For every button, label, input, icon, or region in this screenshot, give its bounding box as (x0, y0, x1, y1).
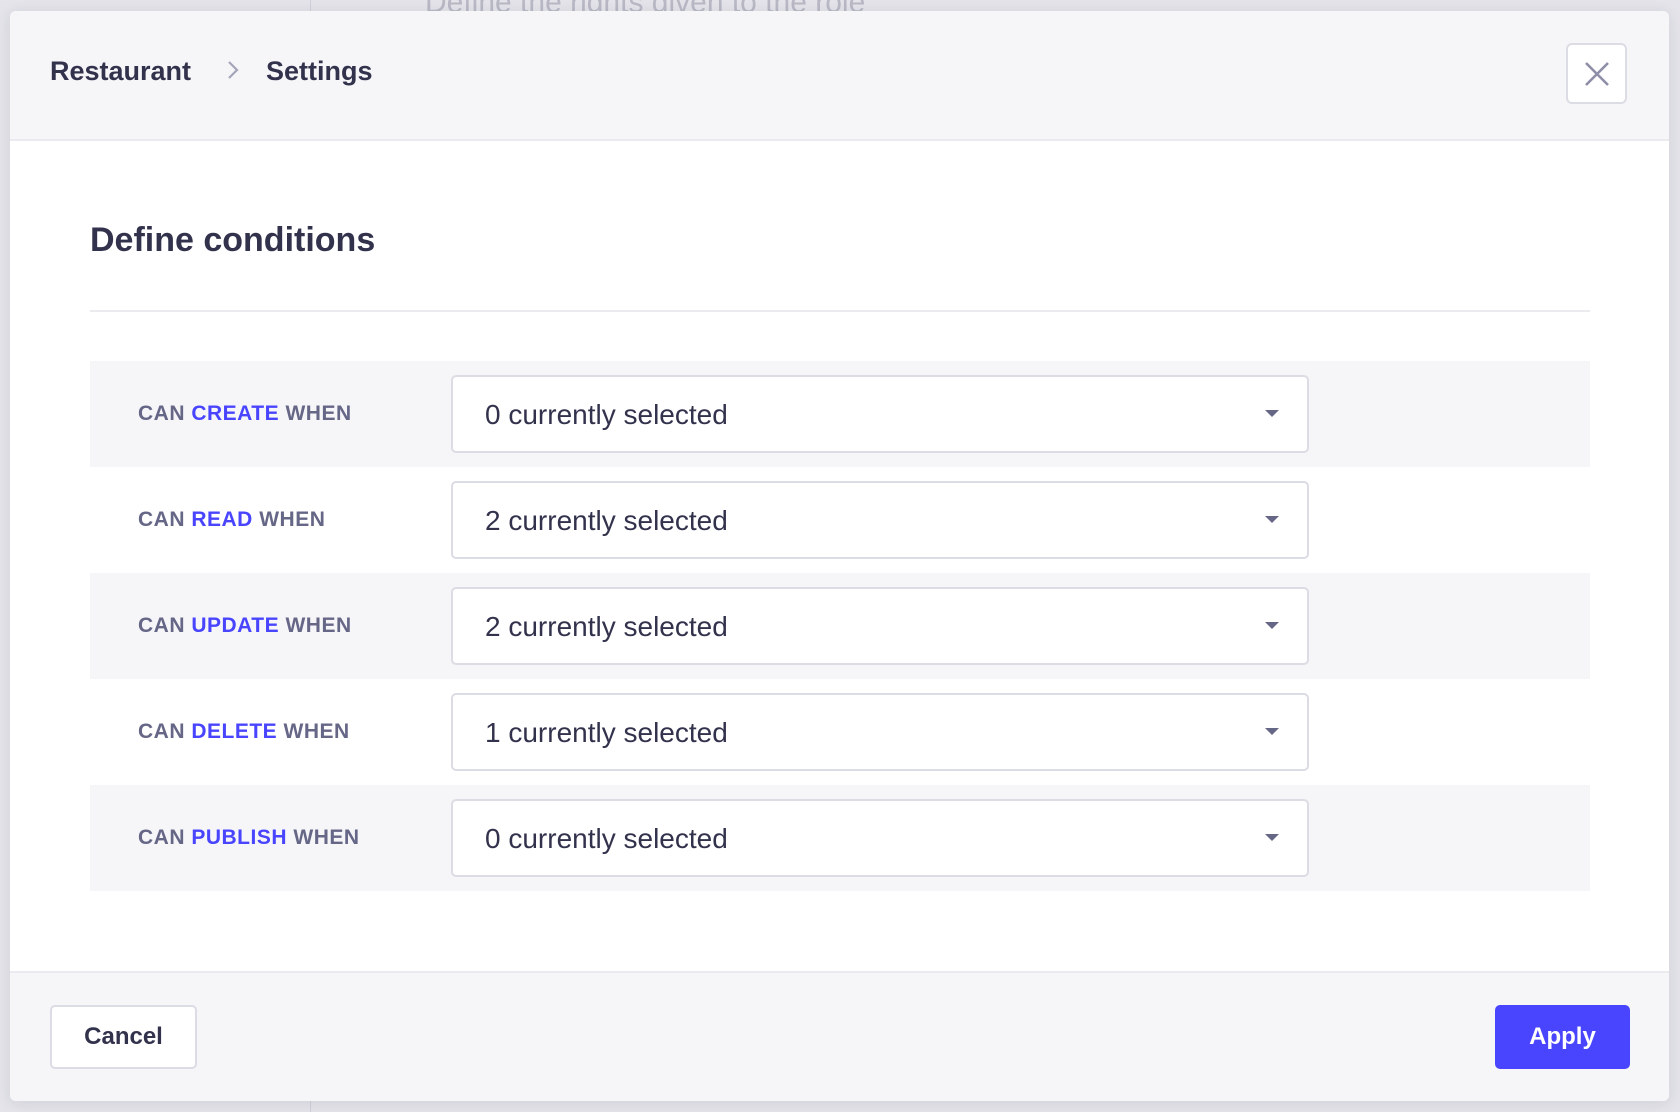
select-value: 0 currently selected (485, 823, 728, 854)
label-prefix: CAN (138, 508, 185, 531)
condition-label: CAN PUBLISH WHEN (138, 826, 360, 850)
condition-label: CAN READ WHEN (138, 508, 325, 532)
conditions-list: CAN CREATE WHEN 0 currently selected CAN R… (90, 361, 1590, 891)
condition-select[interactable]: 1 currently selected (451, 693, 1309, 771)
caret-down-icon (1265, 410, 1279, 417)
caret-down-icon (1265, 622, 1279, 629)
caret-down-icon (1265, 516, 1279, 523)
label-suffix: WHEN (293, 826, 360, 849)
breadcrumb-item-settings: Settings (266, 56, 373, 86)
label-prefix: CAN (138, 826, 185, 849)
condition-label: CAN UPDATE WHEN (138, 614, 352, 638)
select-value: 1 currently selected (485, 717, 728, 748)
label-action: UPDATE (191, 614, 280, 637)
condition-row-update: CAN UPDATE WHEN 2 currently selected (90, 573, 1590, 679)
select-value: 0 currently selected (485, 399, 728, 430)
label-action: CREATE (191, 402, 280, 425)
condition-row-create: CAN CREATE WHEN 0 currently selected (90, 361, 1590, 467)
modal-header: Restaurant Settings (10, 11, 1669, 141)
select-value: 2 currently selected (485, 611, 728, 642)
label-suffix: WHEN (283, 720, 350, 743)
condition-label: CAN CREATE WHEN (138, 402, 352, 426)
condition-row-publish: CAN PUBLISH WHEN 0 currently selected (90, 785, 1590, 891)
condition-select[interactable]: 2 currently selected (451, 481, 1309, 559)
close-icon (1584, 61, 1609, 86)
caret-down-icon (1265, 728, 1279, 735)
breadcrumb-item-restaurant: Restaurant (50, 56, 192, 86)
condition-row-delete: CAN DELETE WHEN 1 currently selected (90, 679, 1590, 785)
modal-footer: Cancel Apply (10, 971, 1669, 1101)
chevron-right-icon (228, 61, 239, 79)
condition-select[interactable]: 0 currently selected (451, 799, 1309, 877)
cancel-button[interactable]: Cancel (50, 1005, 197, 1069)
conditions-modal: Restaurant Settings Define conditions CA… (10, 11, 1669, 1101)
label-action: PUBLISH (191, 826, 288, 849)
caret-down-icon (1265, 834, 1279, 841)
label-prefix: CAN (138, 402, 185, 425)
select-value: 2 currently selected (485, 505, 728, 536)
label-action: DELETE (191, 720, 278, 743)
label-suffix: WHEN (285, 402, 352, 425)
title-divider (90, 310, 1590, 312)
apply-button[interactable]: Apply (1495, 1005, 1630, 1069)
condition-select[interactable]: 2 currently selected (451, 587, 1309, 665)
condition-row-read: CAN READ WHEN 2 currently selected (90, 467, 1590, 573)
label-suffix: WHEN (285, 614, 352, 637)
close-button[interactable] (1566, 43, 1627, 104)
label-suffix: WHEN (259, 508, 326, 531)
condition-select[interactable]: 0 currently selected (451, 375, 1309, 453)
label-prefix: CAN (138, 720, 185, 743)
label-action: READ (191, 508, 253, 531)
modal-title: Define conditions (90, 221, 376, 259)
condition-label: CAN DELETE WHEN (138, 720, 350, 744)
label-prefix: CAN (138, 614, 185, 637)
